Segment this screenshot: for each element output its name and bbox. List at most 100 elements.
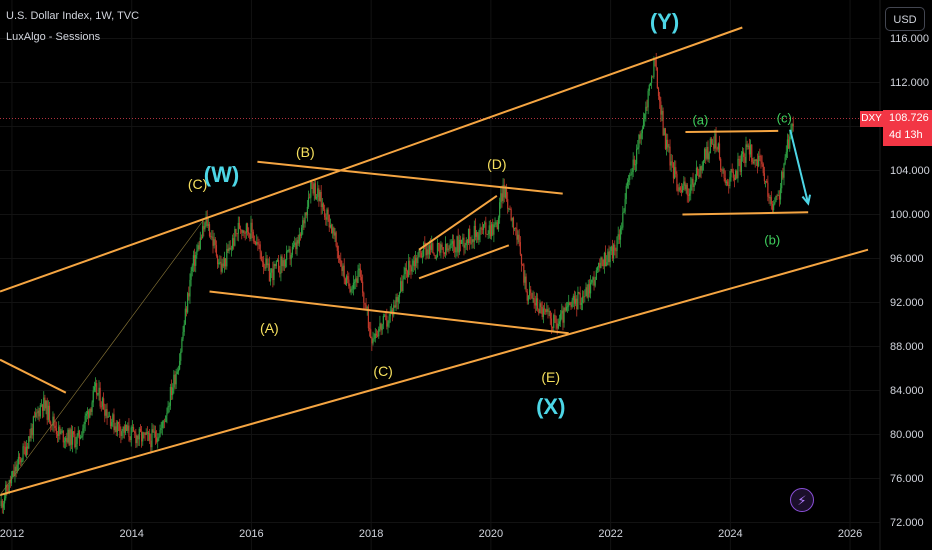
candle-body — [610, 246, 612, 252]
x-tick-label: 2012 — [0, 528, 25, 540]
candle-body — [249, 233, 251, 240]
candle-body — [667, 139, 669, 148]
trendline[interactable] — [685, 129, 779, 133]
candle-body — [157, 438, 159, 442]
candle-body — [178, 360, 181, 370]
candle-body — [114, 426, 116, 431]
candle-body — [5, 484, 7, 499]
candle-body — [451, 241, 454, 244]
x-tick-label: 2020 — [478, 528, 504, 540]
candle-body — [715, 133, 717, 149]
candle-body — [778, 195, 780, 200]
candle-body — [718, 143, 721, 159]
candle-body — [739, 159, 741, 172]
candle-body — [671, 161, 673, 163]
candle-body — [236, 233, 238, 235]
candle-body — [439, 243, 441, 253]
candle-body — [637, 147, 639, 150]
candle-body — [168, 405, 170, 407]
trendline[interactable] — [418, 244, 510, 280]
candle-body — [38, 410, 40, 417]
candle-body — [791, 123, 793, 131]
candle-body — [123, 426, 125, 433]
candle-body — [264, 267, 266, 269]
projection-arrow[interactable] — [789, 129, 810, 204]
candle-body — [721, 170, 723, 171]
candle-body — [441, 244, 443, 248]
trendline[interactable] — [0, 248, 869, 496]
candle-body — [744, 156, 746, 163]
wave-label: (Y) — [649, 9, 680, 34]
candle-body — [353, 281, 356, 283]
candle-body — [492, 224, 494, 235]
candle-body — [189, 279, 191, 297]
trendline[interactable] — [418, 194, 498, 251]
candle-body — [447, 248, 449, 251]
indicator-label[interactable]: LuxAlgo - Sessions — [6, 31, 101, 43]
candle-body — [234, 228, 236, 246]
wave-label: (B) — [295, 143, 315, 160]
candle-body — [151, 429, 153, 448]
candle-body — [501, 193, 503, 201]
candle-body — [646, 106, 648, 108]
candle-body — [694, 179, 696, 184]
candle-body — [729, 177, 731, 187]
candle-body — [380, 323, 382, 331]
candle-body — [359, 268, 361, 278]
candle-body — [13, 470, 15, 476]
candle-body — [653, 58, 655, 77]
candle-body — [531, 292, 533, 299]
candle-body — [687, 195, 690, 196]
y-tick-label: 96.000 — [890, 252, 924, 265]
y-tick-label: 92.000 — [890, 296, 924, 309]
candle-body — [294, 242, 296, 246]
candle-body — [461, 239, 463, 245]
candle-body — [446, 243, 448, 251]
trendline[interactable] — [209, 290, 569, 335]
trendline[interactable] — [682, 211, 809, 216]
candle-body — [477, 232, 479, 240]
candle-body — [558, 321, 561, 324]
candle-body — [191, 265, 193, 272]
candle-body — [307, 197, 310, 207]
candle-body — [416, 257, 418, 264]
candle-body — [702, 160, 705, 166]
candle-body — [375, 333, 378, 336]
candle-body — [655, 59, 657, 68]
trendline[interactable] — [0, 26, 743, 293]
trendline[interactable] — [0, 358, 67, 394]
candle-body — [335, 232, 337, 246]
lightning-icon[interactable]: ⚡ — [790, 488, 814, 512]
candle-body — [600, 257, 602, 269]
currency-button[interactable]: USD — [885, 7, 925, 31]
candle-body — [205, 216, 207, 223]
candle-body — [420, 252, 422, 258]
candle-body — [554, 315, 556, 316]
candle-body — [319, 191, 321, 201]
candle-body — [378, 328, 380, 337]
x-tick-label: 2022 — [598, 528, 623, 540]
candle-body — [330, 225, 333, 234]
candle-body — [438, 243, 440, 244]
candle-body — [280, 256, 282, 274]
candle-body — [322, 203, 325, 210]
candle-body — [185, 308, 188, 313]
candle-body — [398, 292, 401, 297]
candle-body — [229, 247, 231, 250]
candle-body — [181, 338, 183, 352]
candle-body — [481, 228, 483, 230]
candle-body — [545, 309, 547, 312]
candle-body — [288, 249, 290, 251]
candle-body — [457, 236, 459, 253]
candle-body — [377, 335, 379, 337]
candle-body — [216, 255, 219, 265]
candle-body — [66, 437, 68, 443]
candle-body — [233, 238, 235, 246]
candle-body — [318, 188, 320, 201]
candle-body — [737, 158, 739, 179]
candle-body — [356, 278, 358, 283]
candle-body — [135, 433, 137, 444]
trendline[interactable] — [257, 160, 563, 195]
candle-body — [152, 429, 154, 433]
